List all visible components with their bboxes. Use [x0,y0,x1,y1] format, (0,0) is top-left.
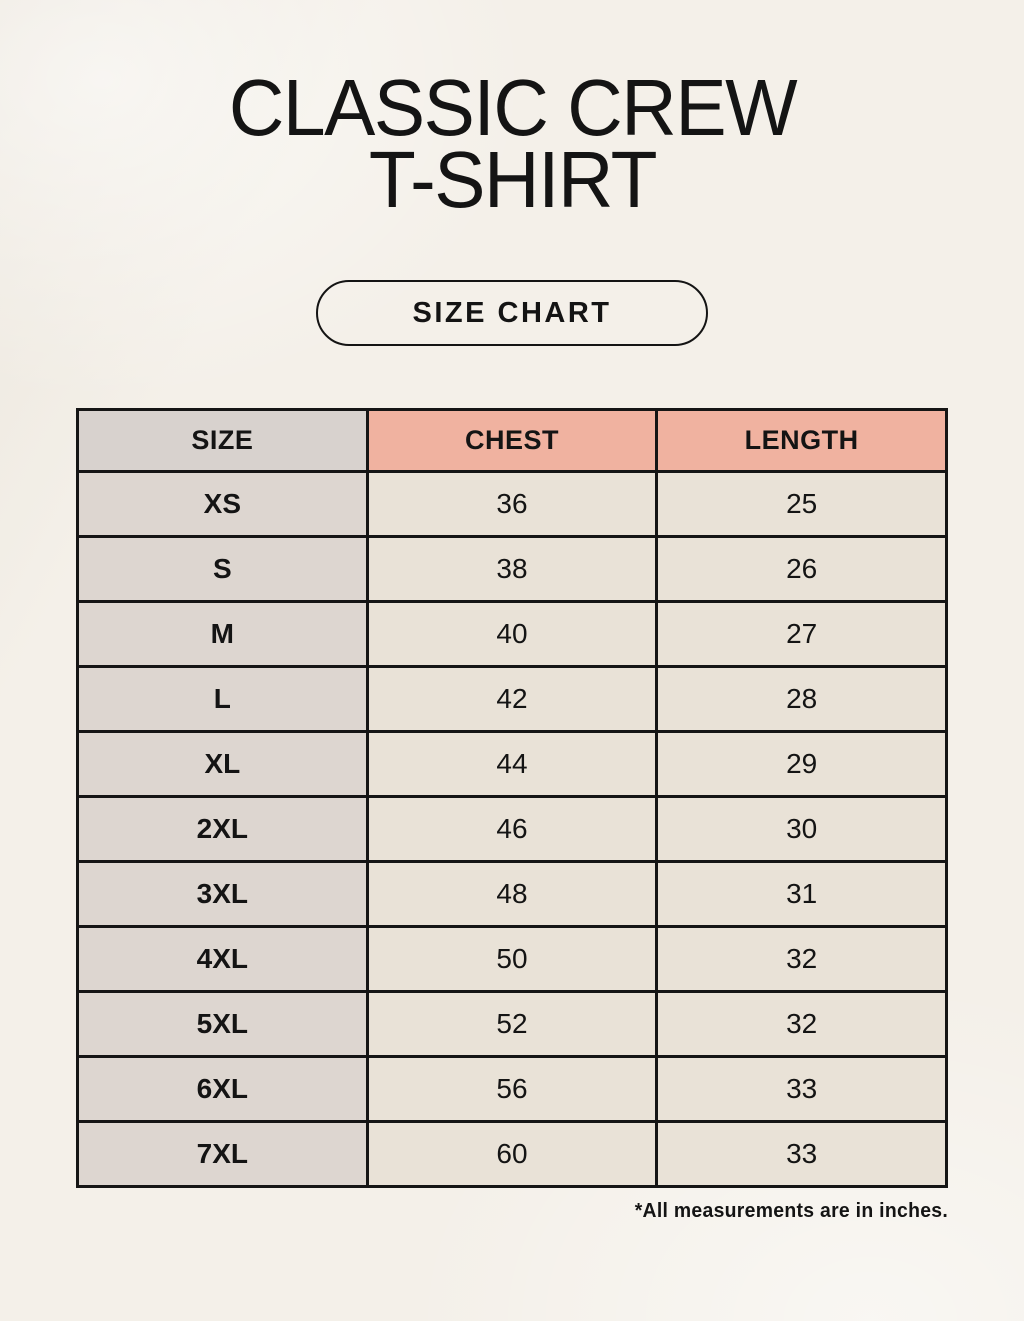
length-cell: 32 [655,990,948,1058]
page-title-line1: CLASSIC CREW [228,63,797,152]
length-cell: 32 [655,925,948,993]
size-chart-button[interactable]: SIZE CHART [316,280,708,346]
page-title-line2: T-SHIRT [368,135,657,224]
header-row: SIZE CHEST LENGTH [76,408,948,473]
chest-cell: 40 [365,600,659,668]
chest-cell: 38 [365,535,659,603]
length-cell: 30 [655,795,948,863]
chest-cell: 46 [365,795,659,863]
chest-cell: 36 [365,470,659,538]
length-cell: 28 [655,665,948,733]
length-cell: 33 [655,1055,948,1123]
table-row: XL 44 29 [76,730,948,798]
size-cell: 3XL [76,860,369,928]
length-cell: 33 [655,1120,948,1188]
table-row: 7XL 60 33 [76,1120,948,1188]
table-row: 4XL 50 32 [76,925,948,993]
length-cell: 29 [655,730,948,798]
table-row: 5XL 52 32 [76,990,948,1058]
size-table-header: SIZE CHEST LENGTH [76,408,948,473]
length-cell: 26 [655,535,948,603]
length-cell: 27 [655,600,948,668]
page-title: CLASSIC CREW T-SHIRT [228,63,797,224]
chest-cell: 44 [365,730,659,798]
table-row: S 38 26 [76,535,948,603]
size-cell: 4XL [76,925,369,993]
chest-cell: 60 [365,1120,659,1188]
size-cell: XS [76,470,369,538]
length-cell: 31 [655,860,948,928]
column-header-chest: CHEST [365,408,659,473]
chest-cell: 50 [365,925,659,993]
size-cell: 7XL [76,1120,369,1188]
size-cell: 2XL [76,795,369,863]
size-cell: L [76,665,369,733]
table-row: L 42 28 [76,665,948,733]
chest-cell: 52 [365,990,659,1058]
chest-cell: 48 [365,860,659,928]
measurements-footnote: *All measurements are in inches. [634,1200,948,1222]
size-cell: XL [76,730,369,798]
size-cell: M [76,600,369,668]
table-row: 3XL 48 31 [76,860,948,928]
table-row: XS 36 25 [76,470,948,538]
size-chart-button-label: SIZE CHART [412,296,612,329]
size-cell: 5XL [76,990,369,1058]
chest-cell: 42 [365,665,659,733]
table-row: M 40 27 [76,600,948,668]
column-header-size: SIZE [76,408,369,473]
chest-cell: 56 [365,1055,659,1123]
size-cell: 6XL [76,1055,369,1123]
table-row: 6XL 56 33 [76,1055,948,1123]
size-cell: S [76,535,369,603]
table-row: 2XL 46 30 [76,795,948,863]
column-header-length: LENGTH [655,408,948,473]
footnote-container: *All measurements are in inches. [76,1200,948,1223]
size-table: SIZE CHEST LENGTH XS 36 25 S 38 26 M 40 27 L 42 28 X… [76,408,948,1188]
size-table-body: XS 36 25 S 38 26 M 40 27 L 42 28 XL 44 29 2XL 46 30 3XL 48 3… [76,470,948,1188]
length-cell: 25 [655,470,948,538]
